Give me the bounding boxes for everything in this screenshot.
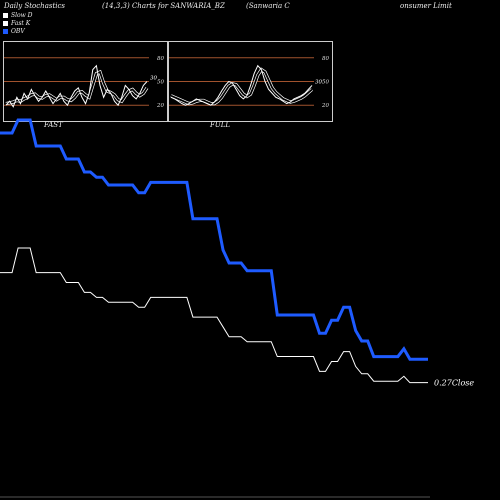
legend-label: OBV [11,27,25,35]
fast-stochastic-plot: 80 50 20 30 [4,56,164,109]
legend-swatch [3,12,8,18]
level-label-20: 20 [156,103,164,109]
last-value-label: 30 [315,79,322,85]
level-label-50: 50 [157,80,164,86]
fast-k-line [5,64,148,108]
close-value-label: 0.27Close [434,379,474,388]
legend-label: Slow D [11,11,33,19]
slow-d-line-inner [5,70,148,105]
fast-k-line [170,64,313,106]
full-stochastic-plot: 80 50 20 30 [169,56,329,109]
legend: Slow D Fast K OBV [3,11,33,35]
level-label-20: 20 [321,103,329,109]
legend-swatch [3,28,8,34]
legend-item-fast-k: Fast K [3,19,33,27]
legend-item-obv: OBV [3,27,33,35]
level-label-80: 80 [322,56,329,62]
fast-stochastic-panel: 80 50 20 30 [3,41,168,122]
full-panel-label: FULL [210,121,231,129]
level-label-80: 80 [157,56,164,62]
full-stochastic-panel: 80 50 20 30 [168,41,333,122]
price-line [0,247,428,384]
slow-d-line-inner [170,68,313,105]
obv-line [0,118,428,361]
fast-panel-label: FAST [44,121,63,129]
legend-swatch [3,20,8,26]
legend-label: Fast K [11,19,31,27]
last-value-label: 30 [150,76,157,82]
company-name-part2: onsumer Limit [400,2,452,10]
chart-type-label: Daily Stochastics [4,2,66,10]
level-label-50: 50 [322,80,329,86]
chart-title: (14,3,3) Charts for SANWARIA_BZ [102,2,225,10]
company-name-part1: (Sanwaria C [246,2,290,10]
legend-item-slow-d: Slow D [3,11,33,19]
